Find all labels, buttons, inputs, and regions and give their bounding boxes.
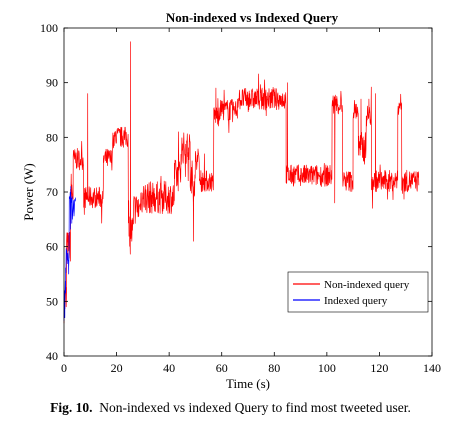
y-tick-label: 50 [46,294,58,308]
x-tick-label: 140 [423,361,441,375]
chart-title: Non-indexed vs Indexed Query [166,10,339,25]
y-tick-label: 40 [46,349,58,363]
x-tick-label: 40 [163,361,175,375]
x-tick-label: 60 [216,361,228,375]
y-tick-label: 80 [46,130,58,144]
y-tick-label: 70 [46,185,58,199]
x-axis-label: Time (s) [226,376,270,391]
caption-label: Fig. 10. [50,400,92,415]
y-axis-label: Power (W) [21,163,36,220]
figure-caption: Fig. 10. Non-indexed vs indexed Query to… [0,400,461,416]
x-tick-label: 0 [61,361,67,375]
x-tick-label: 20 [111,361,123,375]
x-axis: 0 20 40 60 80 100 120 140 [61,28,441,375]
legend: Non-indexed query Indexed query [288,272,428,312]
x-tick-label: 120 [370,361,388,375]
y-tick-label: 60 [46,240,58,254]
x-tick-label: 100 [318,361,336,375]
series-line-indexed [64,187,76,321]
legend-label-indexed: Indexed query [324,295,388,307]
x-tick-label: 80 [268,361,280,375]
y-tick-label: 100 [40,21,58,35]
legend-label-non-indexed: Non-indexed query [324,279,410,291]
caption-text: Non-indexed vs indexed Query to find mos… [99,400,411,415]
y-tick-label: 90 [46,76,58,90]
